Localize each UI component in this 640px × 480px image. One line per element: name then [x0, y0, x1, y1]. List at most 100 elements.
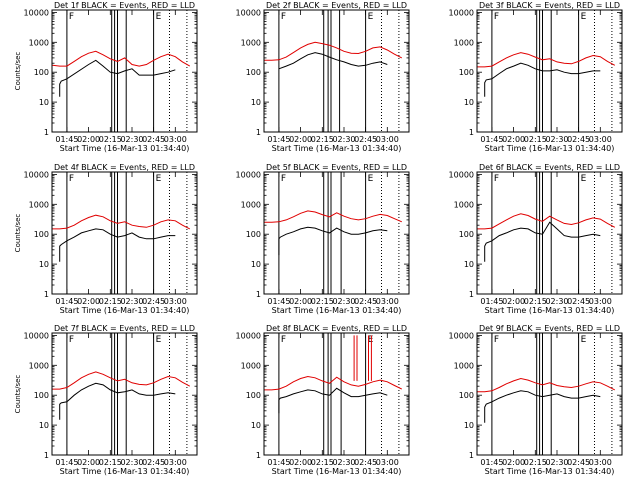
x-axis-label: Start Time (16-Mar-13 01:34:40): [60, 306, 190, 315]
series-line-events: [59, 228, 176, 262]
chart-title: Det 3f BLACK = Events, RED = LLD: [479, 1, 620, 10]
series-line-lld: [264, 375, 403, 391]
y-tick-label: 1: [256, 290, 261, 299]
x-tick-label: 03:00: [589, 458, 612, 467]
x-tick-label: 02:15: [524, 135, 547, 144]
y-tick-label: 10000: [24, 8, 49, 17]
x-tick-label: 02:30: [332, 135, 355, 144]
series-line-events: [278, 387, 388, 414]
y-tick-label: 1000: [241, 361, 261, 370]
y-axis-label: Counts/sec: [14, 375, 22, 414]
y-tick-label: 1: [44, 451, 49, 460]
chart-title: Det 5f BLACK = Events, RED = LLD: [266, 163, 407, 172]
x-tick-label: 01:45: [480, 135, 503, 144]
series-line-lld: [477, 377, 616, 393]
x-tick-label: 02:30: [120, 135, 143, 144]
y-tick-label: 1000: [454, 38, 474, 47]
x-tick-label: 03:00: [376, 135, 399, 144]
series-line-lld: [52, 371, 191, 390]
x-tick-label: 02:45: [142, 458, 165, 467]
y-tick-label: 10: [251, 260, 261, 269]
plot-frame: [263, 9, 410, 133]
y-tick-label: 10000: [236, 170, 261, 179]
x-tick-label: 02:15: [99, 458, 122, 467]
x-tick-label: 01:45: [55, 297, 78, 306]
x-tick-label: 01:45: [55, 458, 78, 467]
x-tick-label: 02:45: [142, 297, 165, 306]
x-tick-label: 02:15: [311, 135, 334, 144]
y-tick-label: 1: [44, 290, 49, 299]
plot-frame: [263, 171, 410, 295]
chart-panel: Det 6f BLACK = Events, RED = LLD 1 10 100 10…: [449, 163, 623, 315]
x-tick-label: 02:45: [567, 297, 590, 306]
y-tick-label: 10: [251, 421, 261, 430]
x-tick-label: 02:30: [120, 297, 143, 306]
x-tick-label: 03:00: [164, 458, 187, 467]
y-tick-label: 100: [459, 68, 474, 77]
marker-f: F: [281, 12, 286, 22]
y-tick-label: 100: [246, 230, 261, 239]
x-tick-label: 03:00: [164, 135, 187, 144]
plot-frame: [51, 332, 198, 456]
x-tick-label: 02:30: [545, 135, 568, 144]
x-tick-label: 01:45: [267, 458, 290, 467]
x-tick-label: 02:45: [567, 135, 590, 144]
x-tick-label: 02:30: [545, 458, 568, 467]
x-axis-label: Start Time (16-Mar-13 01:34:40): [485, 306, 615, 315]
y-tick-label: 10000: [449, 170, 474, 179]
x-tick-label: 02:15: [524, 297, 547, 306]
series-line-events: [484, 390, 601, 423]
x-tick-label: 03:00: [376, 297, 399, 306]
marker-f: F: [494, 12, 499, 22]
y-tick-label: 1000: [29, 200, 49, 209]
x-tick-label: 03:00: [589, 135, 612, 144]
y-tick-label: 100: [246, 391, 261, 400]
y-tick-label: 10: [39, 421, 49, 430]
x-tick-label: 02:00: [289, 135, 312, 144]
plot-frame: [476, 332, 623, 456]
plot-frame: [51, 171, 198, 295]
x-tick-label: 02:15: [99, 135, 122, 144]
series-line-events: [484, 62, 601, 97]
series-line-events: [484, 221, 601, 262]
y-tick-label: 100: [34, 68, 49, 77]
marker-e: E: [156, 335, 162, 345]
series-line-events: [59, 59, 176, 97]
series-line-lld: [477, 52, 616, 68]
chart-title: Det 4f BLACK = Events, RED = LLD: [54, 163, 195, 172]
x-tick-label: 02:30: [120, 458, 143, 467]
y-axis-label: Counts/sec: [14, 214, 22, 253]
y-axis-label: Counts/sec: [14, 52, 22, 91]
marker-e: E: [156, 174, 162, 184]
y-tick-label: 10000: [24, 331, 49, 340]
x-tick-label: 02:00: [289, 458, 312, 467]
marker-e: E: [581, 174, 587, 184]
x-tick-label: 02:30: [332, 297, 355, 306]
series-line-events: [278, 52, 388, 70]
y-tick-label: 10: [39, 260, 49, 269]
chart-title: Det 6f BLACK = Events, RED = LLD: [479, 163, 620, 172]
marker-e: E: [368, 174, 374, 184]
y-tick-label: 100: [459, 391, 474, 400]
x-tick-label: 02:00: [289, 297, 312, 306]
plot-frame: [51, 9, 198, 133]
x-axis-label: Start Time (16-Mar-13 01:34:40): [60, 144, 190, 153]
x-tick-label: 02:45: [567, 458, 590, 467]
x-axis-label: Start Time (16-Mar-13 01:34:40): [272, 467, 402, 476]
chart-panel: Det 3f BLACK = Events, RED = LLD 1 10 100 10…: [449, 1, 623, 153]
y-tick-label: 1: [256, 128, 261, 137]
x-tick-label: 02:45: [354, 458, 377, 467]
plot-frame: [263, 332, 410, 456]
y-tick-label: 10000: [236, 331, 261, 340]
x-tick-label: 03:00: [376, 458, 399, 467]
x-tick-label: 02:45: [142, 135, 165, 144]
series-line-lld: [52, 50, 191, 67]
x-tick-label: 02:45: [354, 297, 377, 306]
y-tick-label: 10000: [24, 170, 49, 179]
series-line-lld: [264, 41, 403, 61]
marker-f: F: [281, 335, 286, 345]
x-axis-label: Start Time (16-Mar-13 01:34:40): [485, 467, 615, 476]
series-line-lld: [477, 213, 616, 230]
y-tick-label: 1: [44, 128, 49, 137]
